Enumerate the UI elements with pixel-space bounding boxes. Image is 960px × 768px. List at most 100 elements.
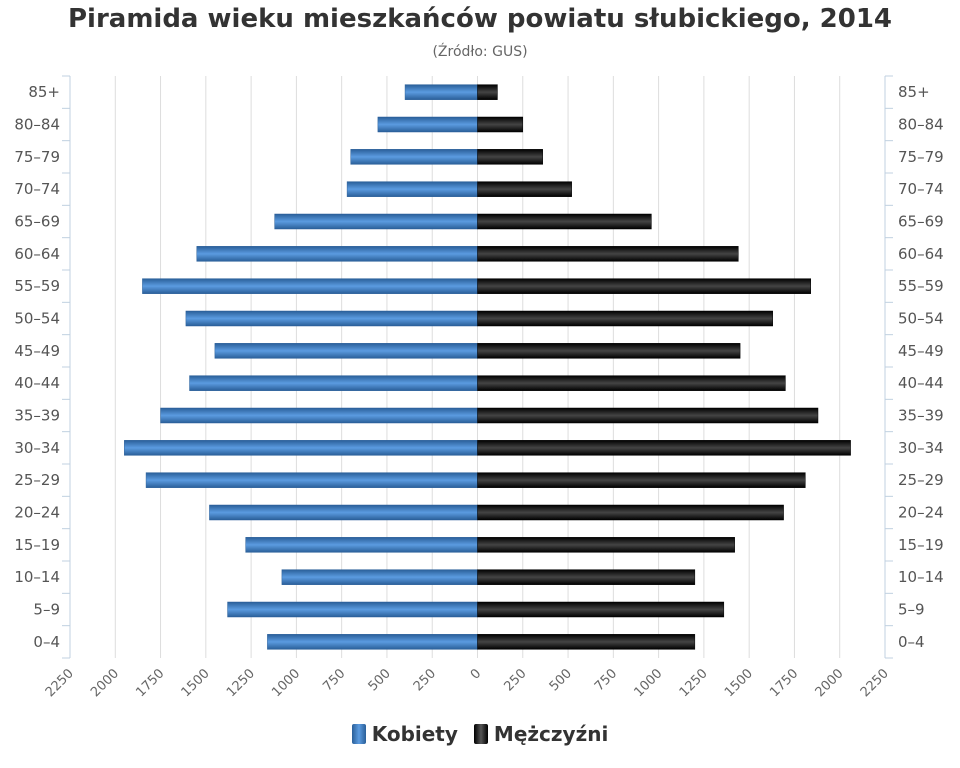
category-label-left: 10–14 <box>14 568 60 586</box>
category-label-right: 20–24 <box>898 504 944 522</box>
category-label-right: 55–59 <box>898 277 944 295</box>
x-tick-label: 1750 <box>133 666 167 700</box>
x-tick-label: 500 <box>547 666 575 694</box>
x-tick-label: 2000 <box>813 666 847 700</box>
x-tick-label: 1250 <box>677 666 711 700</box>
category-label-left: 70–74 <box>14 180 60 198</box>
x-tick-label: 750 <box>320 666 348 694</box>
bar-male <box>477 149 543 165</box>
category-label-right: 25–29 <box>898 471 944 489</box>
bar-female <box>404 84 478 100</box>
bar-male <box>477 246 739 262</box>
bar-female <box>196 246 478 262</box>
bar-female <box>124 440 478 456</box>
category-label-right: 0–4 <box>898 633 925 651</box>
bar-female <box>160 407 478 424</box>
category-label-left: 30–34 <box>14 439 60 457</box>
bar-female <box>189 375 478 391</box>
bar-female <box>274 213 478 230</box>
legend: Kobiety Mężczyźni <box>0 722 960 746</box>
bar-female <box>346 181 478 197</box>
category-label-right: 80–84 <box>898 116 944 134</box>
category-label-right: 45–49 <box>898 342 944 360</box>
legend-label-female: Kobiety <box>371 722 458 746</box>
category-label-left: 75–79 <box>14 148 60 166</box>
bar-female <box>281 569 478 585</box>
bar-male <box>477 116 524 133</box>
bar-male <box>477 278 811 294</box>
bar-female <box>145 472 478 488</box>
category-label-right: 70–74 <box>898 180 944 198</box>
bar-male <box>477 634 696 650</box>
bar-female <box>142 278 478 294</box>
bar-male <box>477 601 725 618</box>
x-tick-label: 1000 <box>269 666 303 700</box>
x-tick-label: 1500 <box>179 666 213 700</box>
category-label-right: 60–64 <box>898 245 944 263</box>
category-label-right: 85+ <box>898 83 930 101</box>
bar-male <box>477 569 696 585</box>
bar-male <box>477 537 735 553</box>
x-tick-label: 250 <box>411 666 439 694</box>
bar-male <box>477 213 652 230</box>
category-label-left: 50–54 <box>14 310 60 328</box>
bar-male <box>477 440 851 456</box>
bar-male <box>477 504 784 521</box>
legend-item-male[interactable]: Mężczyźni <box>473 722 609 746</box>
category-label-right: 40–44 <box>898 374 944 392</box>
bar-female <box>350 149 478 165</box>
category-label-right: 10–14 <box>898 568 944 586</box>
category-label-left: 45–49 <box>14 342 60 360</box>
chart-subtitle: (Źródło: GUS) <box>432 44 528 60</box>
bar-male <box>477 472 806 488</box>
x-tick-label: 0 <box>468 666 484 682</box>
category-label-right: 30–34 <box>898 439 944 457</box>
category-label-left: 85+ <box>28 83 60 101</box>
bars <box>124 84 851 650</box>
x-tick-label: 1750 <box>767 666 801 700</box>
bar-female <box>209 504 478 521</box>
category-label-left: 0–4 <box>33 633 60 651</box>
legend-item-female[interactable]: Kobiety <box>351 722 458 746</box>
category-label-left: 25–29 <box>14 471 60 489</box>
category-label-left: 5–9 <box>33 601 60 619</box>
bar-female <box>214 343 478 359</box>
bar-male <box>477 84 498 100</box>
category-label-left: 20–24 <box>14 504 60 522</box>
bar-male <box>477 343 741 359</box>
category-label-right: 75–79 <box>898 148 944 166</box>
category-label-left: 40–44 <box>14 374 60 392</box>
chart-title: Piramida wieku mieszkańców powiatu słubi… <box>67 4 892 34</box>
x-tick-label: 2250 <box>858 666 892 700</box>
category-label-left: 60–64 <box>14 245 60 263</box>
category-label-left: 15–19 <box>14 536 60 554</box>
x-tick-label: 500 <box>366 666 394 694</box>
x-tick-label: 750 <box>592 666 620 694</box>
legend-swatch-male <box>473 724 488 744</box>
bar-female <box>267 634 478 650</box>
bar-male <box>477 310 773 327</box>
x-tick-label: 1500 <box>722 666 756 700</box>
bar-male <box>477 181 572 197</box>
category-label-right: 65–69 <box>898 213 944 231</box>
category-label-left: 35–39 <box>14 407 60 425</box>
category-label-right: 50–54 <box>898 310 944 328</box>
bar-male <box>477 407 819 424</box>
legend-label-male: Mężczyźni <box>493 722 609 746</box>
x-tick-label: 2000 <box>88 666 122 700</box>
category-label-left: 55–59 <box>14 277 60 295</box>
category-label-right: 5–9 <box>898 601 925 619</box>
x-tick-label: 1000 <box>631 666 665 700</box>
x-tick-label: 1250 <box>224 666 258 700</box>
category-label-left: 65–69 <box>14 213 60 231</box>
bar-female <box>227 601 478 618</box>
category-label-right: 35–39 <box>898 407 944 425</box>
category-label-left: 80–84 <box>14 116 60 134</box>
x-tick-label: 2250 <box>43 666 77 700</box>
bar-female <box>245 537 478 553</box>
legend-swatch-female <box>351 724 366 744</box>
bar-female <box>377 116 478 133</box>
x-tick-label: 250 <box>501 666 529 694</box>
